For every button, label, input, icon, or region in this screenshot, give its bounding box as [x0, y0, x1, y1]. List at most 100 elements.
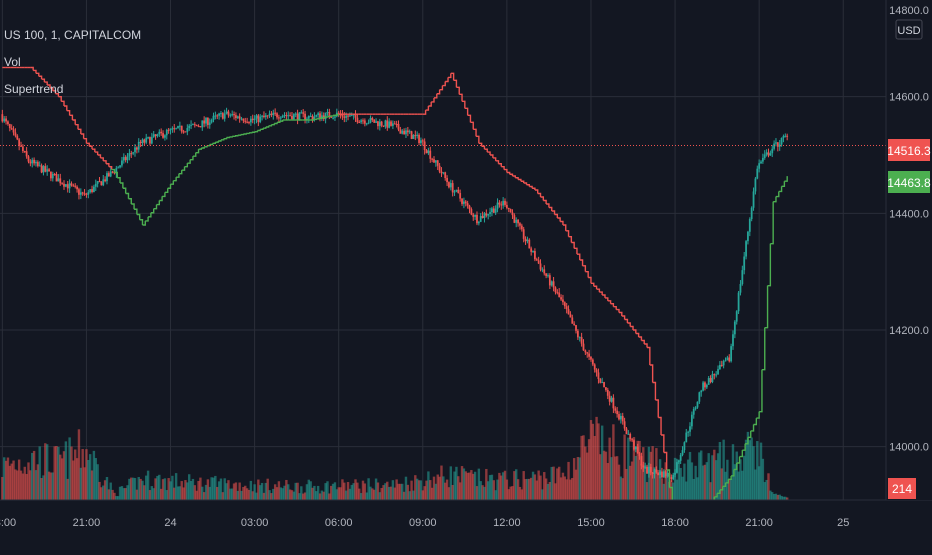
candle-body [197, 125, 200, 127]
candle-body [532, 251, 534, 253]
candle-body [263, 115, 265, 118]
price-axis[interactable]: 14800.0 USD 14600.0 14400.0 14200.0 14000.0 [889, 5, 929, 454]
candle-body [616, 410, 619, 415]
supertrend-segment [33, 69, 37, 74]
supertrend-segment [658, 416, 662, 435]
volume-bar [509, 486, 512, 500]
candle-body [180, 125, 183, 132]
supertrend-segment [134, 208, 138, 215]
candle-body [360, 120, 363, 123]
volume-bar [688, 451, 692, 500]
candle-body [115, 168, 118, 174]
volume-bar [458, 482, 462, 500]
time-tick-label: 18:00 [661, 517, 689, 529]
volume-bar [488, 475, 492, 500]
volume-bar [671, 482, 675, 500]
candle-body [582, 343, 585, 351]
supertrend-segment [490, 154, 494, 158]
supertrend-segment [767, 243, 772, 287]
candle-body [149, 137, 151, 144]
volume-bar [576, 456, 580, 500]
candle-body [3, 118, 6, 122]
volume-bar [627, 437, 630, 500]
candle-body [304, 113, 306, 120]
volume-bar [423, 486, 426, 500]
supertrend-segment [728, 475, 732, 481]
volume-bar [356, 482, 359, 500]
candle-body [481, 216, 484, 219]
volume-bar [399, 483, 402, 500]
candle-body [588, 353, 590, 357]
time-tick-label: 03:00 [241, 517, 269, 529]
supertrend-segment [464, 107, 469, 116]
volume-bar [236, 490, 239, 500]
candle-body [354, 114, 357, 118]
candle-body [225, 111, 228, 114]
volume-bar [38, 446, 41, 500]
candle-body [606, 389, 609, 396]
candle-body [676, 462, 678, 473]
candle-body [16, 135, 19, 140]
volume-bar [589, 420, 593, 500]
volume-bar [714, 460, 718, 500]
candle-body [147, 137, 149, 139]
volume-bar [679, 467, 682, 500]
volume-bar [358, 488, 361, 500]
candle-body [83, 193, 86, 195]
candle-body [145, 137, 148, 143]
supertrend-segment [742, 443, 746, 451]
volume-bar [90, 470, 94, 500]
supertrend-segment [232, 135, 236, 138]
candle-body [55, 174, 58, 182]
candle-body [601, 382, 604, 384]
supertrend-segment [495, 160, 500, 164]
candles [1, 107, 789, 483]
candle-body [315, 114, 318, 117]
volume-bar [31, 452, 34, 500]
supertrend-segment [220, 138, 225, 141]
time-axis[interactable]: 18:00 21:00 24 03:00 06:00 09:00 12:00 15:00 18:… [0, 517, 849, 529]
volume-bar [210, 477, 213, 500]
candle-body [74, 185, 77, 187]
volume-bar [636, 440, 639, 500]
candle-body [655, 469, 658, 473]
volume-bar [315, 491, 318, 500]
candle-body [378, 121, 381, 127]
candle-body [681, 450, 684, 455]
supertrend-segment [781, 181, 786, 188]
supertrend-segment [229, 136, 233, 138]
candle-body [345, 115, 348, 118]
volume-bar [344, 490, 348, 500]
volume-bar [466, 472, 469, 500]
supertrend-segment [484, 148, 488, 153]
candle-body [698, 392, 701, 402]
supertrend-segment [593, 285, 598, 290]
volume-bar [145, 475, 148, 500]
volume-bar [87, 459, 90, 500]
supertrend-segment [717, 489, 721, 495]
candle-body [576, 330, 579, 338]
volume-bar [600, 425, 604, 500]
currency-box[interactable] [895, 19, 923, 40]
volume-bar [169, 481, 172, 500]
volume-bar [216, 486, 219, 500]
candle-body [569, 314, 572, 318]
candle-body [455, 189, 458, 192]
candle-body [20, 145, 22, 147]
volume-bar [543, 472, 546, 500]
supertrend-segment [669, 486, 673, 505]
volume-bar [156, 475, 159, 500]
volume-bar [614, 456, 617, 500]
candle-body [786, 135, 789, 137]
supertrend-segment [122, 187, 127, 194]
supertrend-segment [557, 217, 561, 222]
volume-bar [6, 457, 10, 500]
candle-body [631, 439, 633, 441]
volume-bar [158, 474, 161, 500]
supertrend-segment [131, 203, 135, 210]
supertrend-segment [30, 66, 34, 71]
candle-body [59, 178, 62, 184]
candle-body [595, 369, 598, 373]
